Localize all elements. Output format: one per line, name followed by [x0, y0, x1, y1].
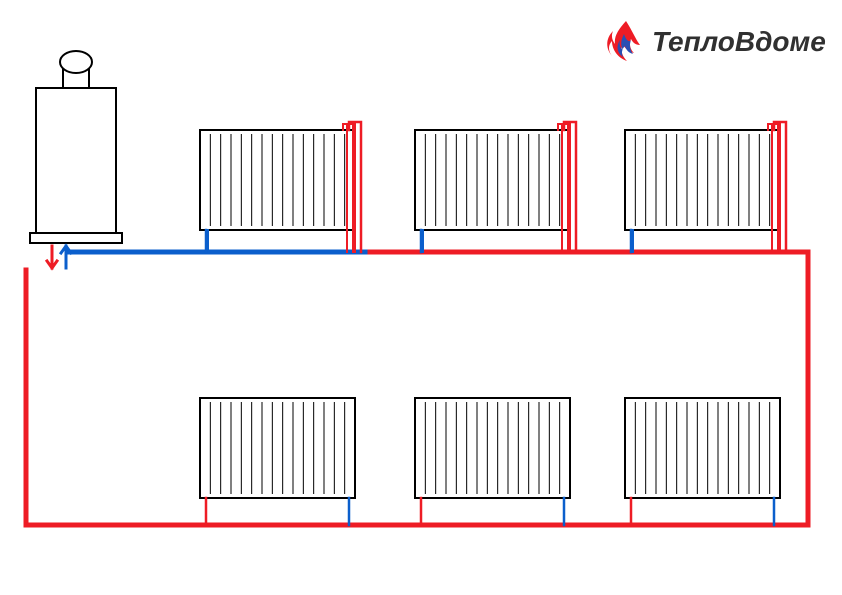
radiator	[625, 398, 780, 498]
heating-diagram	[0, 0, 842, 595]
radiator	[415, 398, 570, 498]
flame-icon	[600, 18, 648, 66]
radiator	[200, 398, 355, 498]
radiator	[200, 130, 355, 230]
logo: ТеплоВдоме	[600, 18, 826, 66]
radiator	[625, 130, 780, 230]
logo-text: ТеплоВдоме	[652, 26, 826, 58]
radiator	[415, 130, 570, 230]
